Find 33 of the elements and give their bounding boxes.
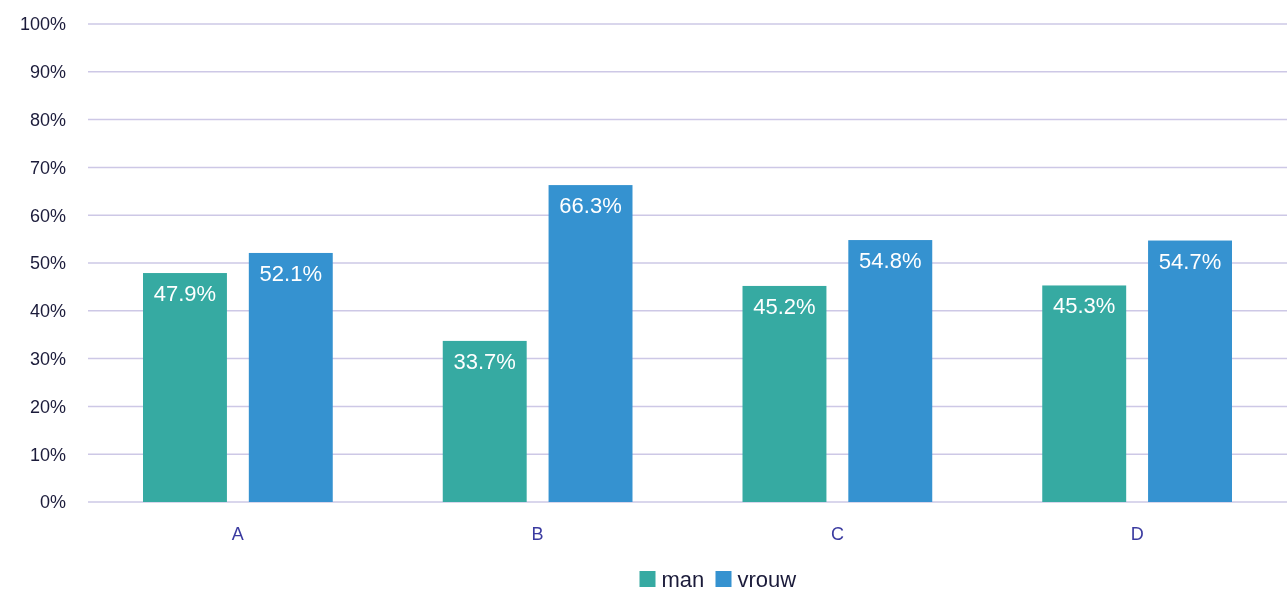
text: 52.1% <box>259 260 322 286</box>
y-tick-label: 40% <box>29 301 66 322</box>
bar <box>848 240 933 502</box>
y-tick-label: 70% <box>29 157 66 178</box>
text: 47.9% <box>153 281 217 307</box>
bar <box>548 185 633 502</box>
bar <box>1042 285 1127 502</box>
text: 54.8% <box>859 248 922 274</box>
bar <box>143 273 227 502</box>
y-tick-label: 90% <box>29 62 66 83</box>
y-tick-label: 0% <box>39 492 66 513</box>
text: 45.2% <box>753 293 816 319</box>
x-tick-label: D <box>1130 524 1144 544</box>
x-tick-label: C <box>830 524 844 544</box>
text: 33.7% <box>453 348 516 374</box>
x-tick-label: A <box>231 524 244 544</box>
legend-label: man <box>661 567 705 592</box>
text: 54.7% <box>1158 248 1222 274</box>
y-tick-label: 80% <box>29 109 66 130</box>
text: 45.3% <box>1053 293 1116 319</box>
y-tick-label: 10% <box>29 444 66 465</box>
bar <box>442 340 527 502</box>
y-tick-label: 30% <box>29 348 66 369</box>
bar <box>1148 240 1232 502</box>
bar <box>742 285 827 502</box>
bar <box>248 252 333 502</box>
y-tick-label: 20% <box>29 396 66 417</box>
text: 66.3% <box>559 193 622 219</box>
x-tick-label: B <box>531 524 544 544</box>
y-tick-label: 100% <box>19 14 66 35</box>
legend-label: vrouw <box>737 567 797 592</box>
y-tick-label: 60% <box>29 205 66 226</box>
y-tick-label: 50% <box>29 253 66 274</box>
